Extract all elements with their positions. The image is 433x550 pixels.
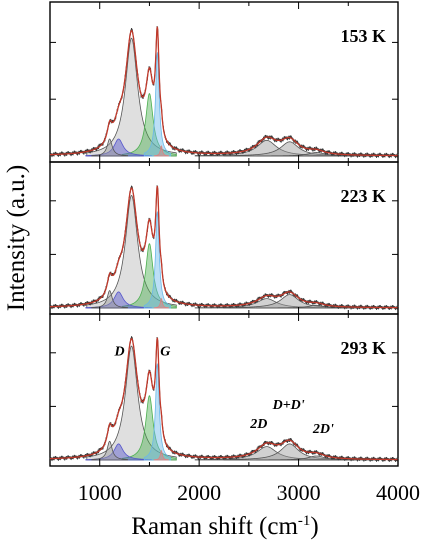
temperature-label: 223 K [340, 186, 386, 206]
peak-d4 [91, 290, 128, 309]
peak-dp [153, 449, 169, 461]
component-peaks [85, 195, 377, 309]
peak-g [143, 52, 171, 157]
component-peaks [85, 345, 377, 461]
panels: 153 K 223 K 293 K D G D+D' 2D 2D' [49, 1, 399, 467]
x-tick-label: 4000 [376, 480, 420, 505]
panel-frame [49, 161, 399, 315]
peak-annotation: D+D' [272, 398, 305, 413]
ticks [49, 2, 399, 162]
peak-2d [194, 446, 339, 461]
x-tick-labels: 1000 2000 3000 4000 [78, 480, 420, 505]
peak-2d [194, 139, 339, 157]
x-tick-label: 3000 [277, 480, 321, 505]
peak-annotation: 2D' [312, 422, 334, 437]
peak-d4 [91, 138, 128, 157]
temperature-label: 153 K [340, 26, 386, 46]
peak-annotation: D [114, 344, 125, 359]
peak-d3 [122, 93, 177, 157]
peak-d [86, 195, 177, 309]
peak-annotation: 2D [249, 417, 267, 432]
ticks [49, 162, 399, 314]
fit-envelope [49, 185, 398, 309]
temperature-label: 293 K [340, 338, 386, 358]
component-peaks [85, 37, 377, 157]
fit-envelope [49, 337, 398, 461]
peak-d4 [91, 440, 128, 461]
peak-d [86, 345, 177, 461]
peak-g [143, 363, 171, 461]
x-tick-label: 1000 [78, 480, 122, 505]
ticks [49, 314, 399, 466]
panel-2: 223 K [49, 161, 399, 315]
panel-1: 153 K [49, 1, 399, 163]
peak-annotation: G [160, 344, 170, 359]
peak-dp [153, 144, 169, 157]
panel-frame [49, 313, 399, 467]
peak-d [86, 37, 177, 157]
x-tick-label: 2000 [177, 480, 221, 505]
peak-dp [153, 297, 169, 309]
peak-2d [194, 298, 339, 309]
panel-3: 293 K D G D+D' 2D 2D' [49, 313, 399, 467]
fit-envelope [49, 26, 399, 157]
peak-g [143, 211, 171, 309]
x-axis-title: Raman shift (cm-1) [131, 513, 318, 540]
y-axis-title: Intensity (a.u.) [3, 165, 30, 311]
